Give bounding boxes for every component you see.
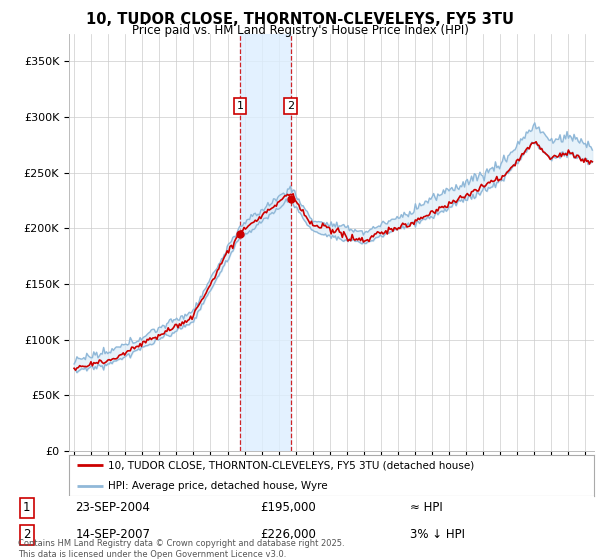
Text: 14-SEP-2007: 14-SEP-2007: [76, 529, 151, 542]
Text: 1: 1: [236, 101, 244, 111]
Text: 2: 2: [287, 101, 295, 111]
Text: 3% ↓ HPI: 3% ↓ HPI: [410, 529, 464, 542]
Text: £226,000: £226,000: [260, 529, 316, 542]
Text: 23-SEP-2004: 23-SEP-2004: [76, 501, 151, 514]
Text: 10, TUDOR CLOSE, THORNTON-CLEVELEYS, FY5 3TU: 10, TUDOR CLOSE, THORNTON-CLEVELEYS, FY5…: [86, 12, 514, 27]
Text: 2: 2: [23, 529, 31, 542]
Text: Price paid vs. HM Land Registry's House Price Index (HPI): Price paid vs. HM Land Registry's House …: [131, 24, 469, 36]
Text: ≈ HPI: ≈ HPI: [410, 501, 442, 514]
Text: 10, TUDOR CLOSE, THORNTON-CLEVELEYS, FY5 3TU (detached house): 10, TUDOR CLOSE, THORNTON-CLEVELEYS, FY5…: [109, 460, 475, 470]
Text: Contains HM Land Registry data © Crown copyright and database right 2025.
This d: Contains HM Land Registry data © Crown c…: [18, 539, 344, 559]
Text: £195,000: £195,000: [260, 501, 316, 514]
Bar: [240, 34, 291, 451]
Text: HPI: Average price, detached house, Wyre: HPI: Average price, detached house, Wyre: [109, 480, 328, 491]
Text: 1: 1: [23, 501, 31, 514]
